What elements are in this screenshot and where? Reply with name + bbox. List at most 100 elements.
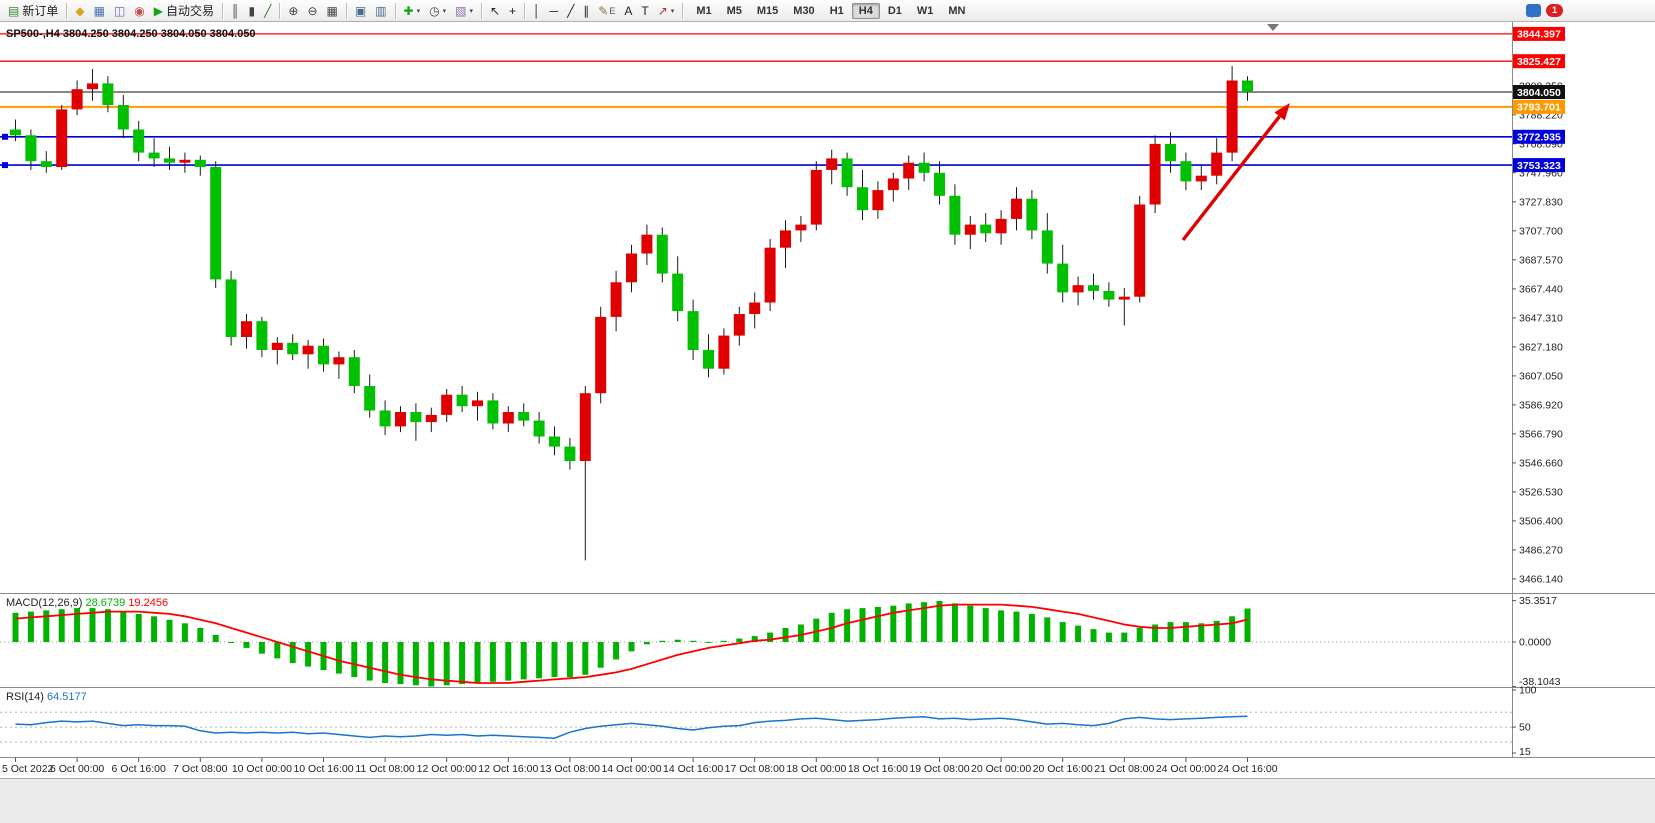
text-tool-icon[interactable]: A [620,2,636,20]
timeframe-h1-button[interactable]: H1 [829,4,844,17]
svg-text:3466.140: 3466.140 [1519,573,1563,585]
svg-text:3586.920: 3586.920 [1519,399,1563,411]
price-badge [1513,85,1565,99]
trend-arrow-annotation[interactable] [1181,103,1290,242]
svg-text:3486.270: 3486.270 [1519,544,1563,556]
svg-text:3772.935: 3772.935 [1517,132,1561,144]
svg-text:10 Oct 00:00: 10 Oct 00:00 [232,763,292,775]
rsi-label: RSI(14) 64.5177 [6,691,87,703]
zoom-out-icon[interactable]: ⊖ [303,2,321,20]
price-chart-svg[interactable]: SP500-,H4 3804.250 3804.250 3804.050 380… [0,22,1655,778]
chart-title: SP500-,H4 3804.250 3804.250 3804.050 380… [6,28,256,40]
price-badges: 3844.397 3825.427 3793.701 3772.935 3753.323… [1513,26,1565,173]
auto-scroll-icon-glyph: ▥ [375,3,387,18]
svg-text:0.0000: 0.0000 [1519,637,1551,649]
timeframe-w1-button[interactable]: W1 [916,4,934,17]
svg-text:50: 50 [1519,722,1531,734]
new-order-button-glyph: ▤ [8,3,20,18]
svg-text:3627.180: 3627.180 [1519,341,1563,353]
svg-text:18 Oct 00:00: 18 Oct 00:00 [786,763,846,775]
zoom-in-icon-glyph: ⊕ [288,3,299,18]
indicators-button[interactable]: ✚ ▾ [400,2,425,20]
svg-text:7 Oct 08:00: 7 Oct 08:00 [173,763,227,775]
timeframe-mn-button[interactable]: MN [948,4,966,17]
indicators-button-glyph: ✚ [403,3,414,18]
timeframe-h4-button[interactable]: H4 [851,2,880,19]
arrange-windows-icon[interactable]: ▣ [351,2,370,20]
drawing-tools-icon-glyph: ✎ [598,3,609,18]
hline-anchor[interactable] [2,162,8,169]
chart-shift-marker[interactable] [1267,24,1279,31]
tile-windows-icon-glyph: ▦ [326,3,338,18]
horizontal-line-tool-icon[interactable]: ─ [546,2,563,20]
drawing-tools-icon[interactable]: ✎ E [594,2,619,20]
data-window-icon[interactable]: ◫ [110,2,129,20]
arrow-objects-button[interactable]: ↗ ▾ [654,2,679,20]
vertical-line-tool-icon[interactable]: │ [529,2,545,20]
metaquotes-icon[interactable]: ◆ [71,2,88,20]
bar-chart-mode-icon[interactable]: ║ [227,2,244,20]
new-order-button[interactable]: ▤ 新订单 [4,2,62,20]
cursor-tool-icon[interactable]: ↖ [486,2,504,20]
timeframe-d1-button[interactable]: D1 [887,4,902,17]
equidistant-channel-tool-icon[interactable]: ∥ [579,2,593,20]
candlestick-mode-icon[interactable]: ▮ [245,2,260,20]
svg-text:3844.397: 3844.397 [1517,29,1561,41]
vertical-line-tool-icon-glyph: │ [533,3,541,18]
autotrading-button[interactable]: ▶ 自动交易 [150,2,218,20]
svg-text:3804.050: 3804.050 [1517,87,1561,99]
main-toolbar: ▤ 新订单 ◆ ▦ ◫ ◉ ▶ 自动交易 ║ ▮ ╱ ⊕ ⊖ ▦ ▣ ▥ ✚ ▾ ◷ ▾ ▧ ▾ ↖ + │ ─ ╱ ∥ ✎ E A T ↗ ▾ M… [0,0,1655,22]
toolbar-separator [279,2,281,19]
line-chart-mode-icon[interactable]: ╱ [260,2,275,20]
svg-text:24 Oct 00:00: 24 Oct 00:00 [1156,763,1216,775]
data-window-icon-glyph: ◫ [113,3,126,18]
svg-text:18 Oct 16:00: 18 Oct 16:00 [848,763,908,775]
svg-text:3825.427: 3825.427 [1517,56,1561,68]
svg-text:3506.400: 3506.400 [1519,515,1563,527]
timeframe-m1-button[interactable]: M1 [696,4,712,17]
templates-button[interactable]: ▧ ▾ [451,2,477,20]
candles-layer[interactable] [10,66,1253,561]
templates-button-caret: ▾ [469,7,473,15]
periods-button[interactable]: ◷ ▾ [425,2,450,20]
community-chat-icon[interactable] [1526,4,1541,18]
chart-canvas[interactable] [0,22,1655,778]
toolbar-separator [394,2,396,19]
svg-text:3526.530: 3526.530 [1519,486,1563,498]
toolbar-separator [345,2,347,19]
svg-text:11 Oct 08:00: 11 Oct 08:00 [355,763,415,775]
trendline-tool-icon[interactable]: ╱ [563,2,578,20]
svg-text:3667.440: 3667.440 [1519,283,1563,295]
toolbar-separator [480,2,482,19]
crosshair-tool-icon[interactable]: + [505,2,520,20]
chart-area[interactable]: SP500-,H4 3804.250 3804.250 3804.050 380… [0,22,1655,778]
toolbar-separator [222,2,224,19]
text-label-tool-icon[interactable]: T [637,2,652,20]
macd-panel: MACD(12,26,9) 28.6739 19.2456 35.3517 0.00… [0,595,1561,688]
macd-label: MACD(12,26,9) 28.6739 19.2456 [6,597,168,609]
notification-badge[interactable]: 1 [1546,4,1563,17]
svg-text:13 Oct 08:00: 13 Oct 08:00 [540,763,600,775]
drawing-tools-icon-suffix: E [609,5,616,16]
hline-anchor[interactable] [2,133,8,140]
svg-text:6 Oct 16:00: 6 Oct 16:00 [112,763,166,775]
svg-text:3566.790: 3566.790 [1519,428,1563,440]
svg-text:10 Oct 16:00: 10 Oct 16:00 [293,763,353,775]
periods-button-glyph: ◷ [429,3,440,18]
price-badge [1513,54,1565,69]
tile-windows-icon[interactable]: ▦ [323,2,342,20]
timeframe-m30-button[interactable]: M30 [793,4,815,17]
svg-text:3546.660: 3546.660 [1519,457,1563,469]
zoom-in-icon[interactable]: ⊕ [284,2,302,20]
sound-alert-icon[interactable]: ◉ [130,2,148,20]
indicators-button-caret: ▾ [416,7,421,15]
toolbar-separator [66,2,68,19]
arrow-objects-button-glyph: ↗ [657,3,668,18]
auto-scroll-icon[interactable]: ▥ [371,2,390,20]
timeframe-m5-button[interactable]: M5 [726,4,742,17]
charts-window-icon[interactable]: ▦ [90,2,109,20]
price-badge [1513,129,1565,144]
timeframe-m15-button[interactable]: M15 [756,4,779,17]
